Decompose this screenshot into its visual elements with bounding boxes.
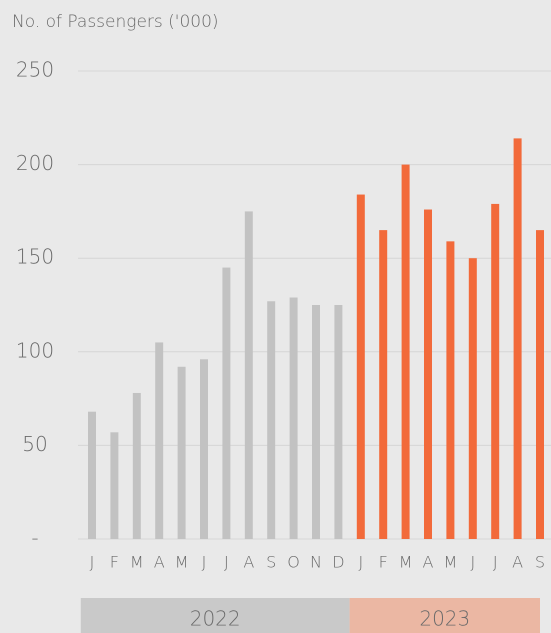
bar bbox=[155, 342, 164, 539]
bar bbox=[110, 432, 119, 539]
bar bbox=[88, 411, 96, 539]
y-tick-label: - bbox=[31, 526, 38, 550]
y-tick-label: 150 bbox=[16, 245, 54, 269]
bar bbox=[401, 164, 410, 539]
x-tick-label: A bbox=[243, 553, 254, 572]
bar bbox=[424, 209, 432, 539]
bar bbox=[222, 267, 231, 539]
bar bbox=[132, 392, 141, 539]
bar bbox=[312, 305, 320, 539]
bar bbox=[536, 230, 544, 539]
x-tick-label: O bbox=[287, 553, 300, 572]
bar bbox=[177, 366, 186, 539]
x-tick-label: S bbox=[266, 553, 276, 572]
bar bbox=[356, 194, 365, 539]
x-tick-label: F bbox=[110, 553, 119, 572]
bar bbox=[289, 297, 298, 539]
bar bbox=[334, 305, 343, 539]
y-tick-label: 250 bbox=[16, 58, 54, 82]
x-tick-label: M bbox=[399, 553, 413, 572]
x-tick-label: M bbox=[130, 553, 144, 572]
bar bbox=[468, 258, 477, 539]
x-tick-label: J bbox=[470, 553, 475, 572]
bar bbox=[491, 203, 500, 540]
x-tick-label: A bbox=[512, 553, 523, 572]
x-tick-label: J bbox=[224, 553, 229, 572]
x-tick-label: J bbox=[493, 553, 498, 572]
bar bbox=[513, 138, 522, 539]
bar bbox=[200, 359, 208, 539]
x-tick-label: J bbox=[358, 553, 363, 572]
x-tick-label: M bbox=[443, 553, 457, 572]
bar bbox=[446, 241, 455, 540]
year-band bbox=[80, 598, 350, 633]
bar bbox=[244, 211, 253, 539]
y-tick-label: 200 bbox=[16, 151, 54, 175]
x-tick-label: S bbox=[535, 553, 545, 572]
x-tick-label: J bbox=[202, 553, 207, 572]
x-tick-label: F bbox=[379, 553, 388, 572]
legend-label: 2023 bbox=[419, 607, 470, 631]
bar bbox=[267, 301, 276, 539]
legend-label: 2022 bbox=[190, 607, 241, 631]
x-tick-label: N bbox=[310, 553, 322, 572]
bar bbox=[379, 230, 388, 539]
x-tick-label: A bbox=[154, 553, 165, 572]
y-tick-label: 50 bbox=[22, 432, 47, 456]
y-axis-label: No. of Passengers ('000) bbox=[12, 12, 219, 32]
x-tick-label: D bbox=[332, 553, 344, 572]
x-tick-label: M bbox=[175, 553, 189, 572]
x-tick-label: A bbox=[423, 553, 434, 572]
year-band bbox=[349, 598, 540, 633]
x-tick-label: J bbox=[90, 553, 95, 572]
y-tick-label: 100 bbox=[16, 338, 54, 362]
